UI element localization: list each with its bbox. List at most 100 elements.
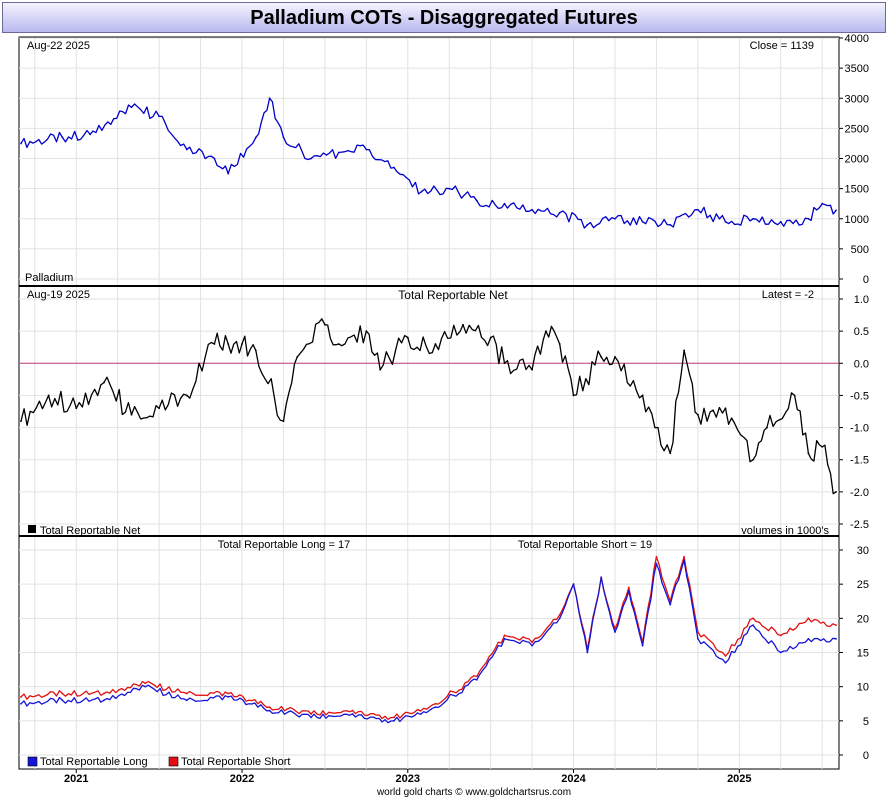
net-series-line-point: [75, 407, 78, 410]
net-series-line-point: [793, 394, 796, 397]
long-series-line-point: [627, 590, 630, 592]
price-series-label: Palladium: [25, 272, 73, 284]
short-series-line-point: [531, 641, 534, 644]
net-series-line-point: [296, 355, 299, 358]
short-series-line-point: [20, 696, 22, 698]
price-series-line-point: [475, 199, 478, 202]
net-y-tick-label: -2.0: [850, 487, 869, 499]
net-series-line-point: [503, 362, 506, 365]
long-series-line-point: [683, 559, 685, 562]
price-series-line-point: [227, 172, 230, 175]
short-series-line: [20, 556, 837, 720]
short-series-line-point: [185, 692, 188, 695]
long-series-line-point: [558, 617, 561, 620]
net-series-line-point: [614, 355, 616, 358]
price-series-line-point: [268, 97, 271, 100]
net-series-line-point: [434, 343, 437, 345]
long-series-line-point: [669, 603, 672, 606]
title-bar: Palladium COTs - Disaggregated Futures: [2, 2, 886, 33]
long-legend-label: Total Reportable Long: [40, 756, 148, 768]
price-series-line-point: [61, 136, 64, 139]
price-series-line-point: [696, 208, 699, 211]
net-series-line-point: [241, 343, 243, 345]
long-series-line-point: [641, 644, 644, 647]
price-y-tick-label: 3500: [845, 63, 869, 75]
price-series-line: [20, 97, 837, 229]
price-y-tick-label: 2000: [845, 154, 869, 166]
long-series-line-point: [185, 699, 188, 702]
short-series-line-point: [393, 716, 395, 719]
long-series-line-point: [655, 562, 658, 565]
short-series-line-point: [61, 692, 64, 695]
long-series-line-point: [807, 637, 810, 640]
price-series-line-point: [282, 136, 285, 139]
long-series-line-point: [227, 696, 230, 698]
price-series-line-point: [779, 220, 782, 223]
net-series-line-point: [572, 394, 575, 397]
price-series-line-point: [503, 202, 506, 205]
price-series-line-point: [130, 106, 133, 109]
price-series-line-point: [254, 136, 257, 139]
price-series-line-point: [531, 208, 534, 211]
short-series-line-point: [807, 617, 810, 620]
short-series-line-point: [558, 614, 561, 616]
net-series-line-point: [489, 336, 492, 339]
long-series-line-point: [20, 702, 22, 705]
net-series-line-point: [365, 330, 368, 333]
short-series-line-point: [724, 655, 727, 657]
price-series-line-point: [669, 223, 672, 226]
price-series-line-point: [393, 166, 395, 169]
long-series-line-point: [434, 706, 437, 709]
price-series-line-point: [614, 217, 616, 220]
net-y-tick-label: -1.5: [850, 455, 869, 467]
net-series-line-point: [545, 330, 547, 333]
short-series-line-point: [227, 692, 230, 695]
net-series-line-point: [669, 452, 672, 455]
net-series-line-point: [462, 323, 464, 326]
price-series-line-point: [586, 223, 589, 226]
long-series-line-point: [835, 637, 837, 640]
price-series-line-point: [835, 209, 837, 212]
net-series-line-point: [379, 368, 382, 371]
net-series-line-point: [213, 343, 216, 345]
short-value-label: Total Reportable Short = 19: [518, 539, 652, 551]
net-series-line-point: [696, 413, 699, 416]
net-series-line-point: [724, 407, 727, 410]
net-series-line-point: [20, 420, 22, 423]
long-series-line-point: [600, 576, 603, 579]
net-y-tick-label: -2.5: [850, 519, 869, 531]
series-layer: [20, 97, 837, 724]
price-y-tick-label: 4000: [845, 33, 869, 45]
price-series-line-point: [185, 148, 188, 151]
net-series-line-point: [406, 336, 409, 339]
long-series-line-point: [268, 709, 271, 712]
net-series-line-point: [185, 394, 188, 397]
short-series-line-point: [434, 702, 437, 705]
price-y-tick-label: 1000: [845, 214, 869, 226]
long-series-line-point: [310, 716, 312, 719]
short-series-line-point: [779, 634, 782, 637]
long-series-line-point: [614, 631, 616, 633]
net-series-line-point: [102, 381, 105, 384]
ls-y-tick-label: 25: [857, 579, 869, 591]
net-series-line-point: [227, 343, 230, 345]
short-series-line-point: [351, 709, 354, 712]
net-y-tick-label: -0.5: [850, 390, 869, 402]
net-series-line-point: [835, 490, 837, 493]
net-series-line-point: [531, 368, 534, 371]
price-series-line-point: [724, 220, 727, 223]
long-series-line-point: [475, 678, 478, 681]
long-series-line-point: [779, 651, 782, 654]
price-series-line-point: [420, 190, 423, 193]
x-year-label: 2022: [230, 773, 254, 785]
x-year-label: 2021: [64, 773, 88, 785]
net-series-line-point: [683, 349, 685, 352]
chart-title: Palladium COTs - Disaggregated Futures: [250, 7, 638, 29]
chart-border: [18, 36, 840, 770]
net-panel-title: Total Reportable Net: [398, 288, 508, 302]
short-series-line-point: [627, 586, 630, 589]
long-series-line-point: [724, 661, 727, 664]
long-series-line-point: [61, 699, 64, 702]
short-legend-label: Total Reportable Short: [181, 756, 290, 768]
ls-y-tick-label: 10: [857, 682, 869, 694]
